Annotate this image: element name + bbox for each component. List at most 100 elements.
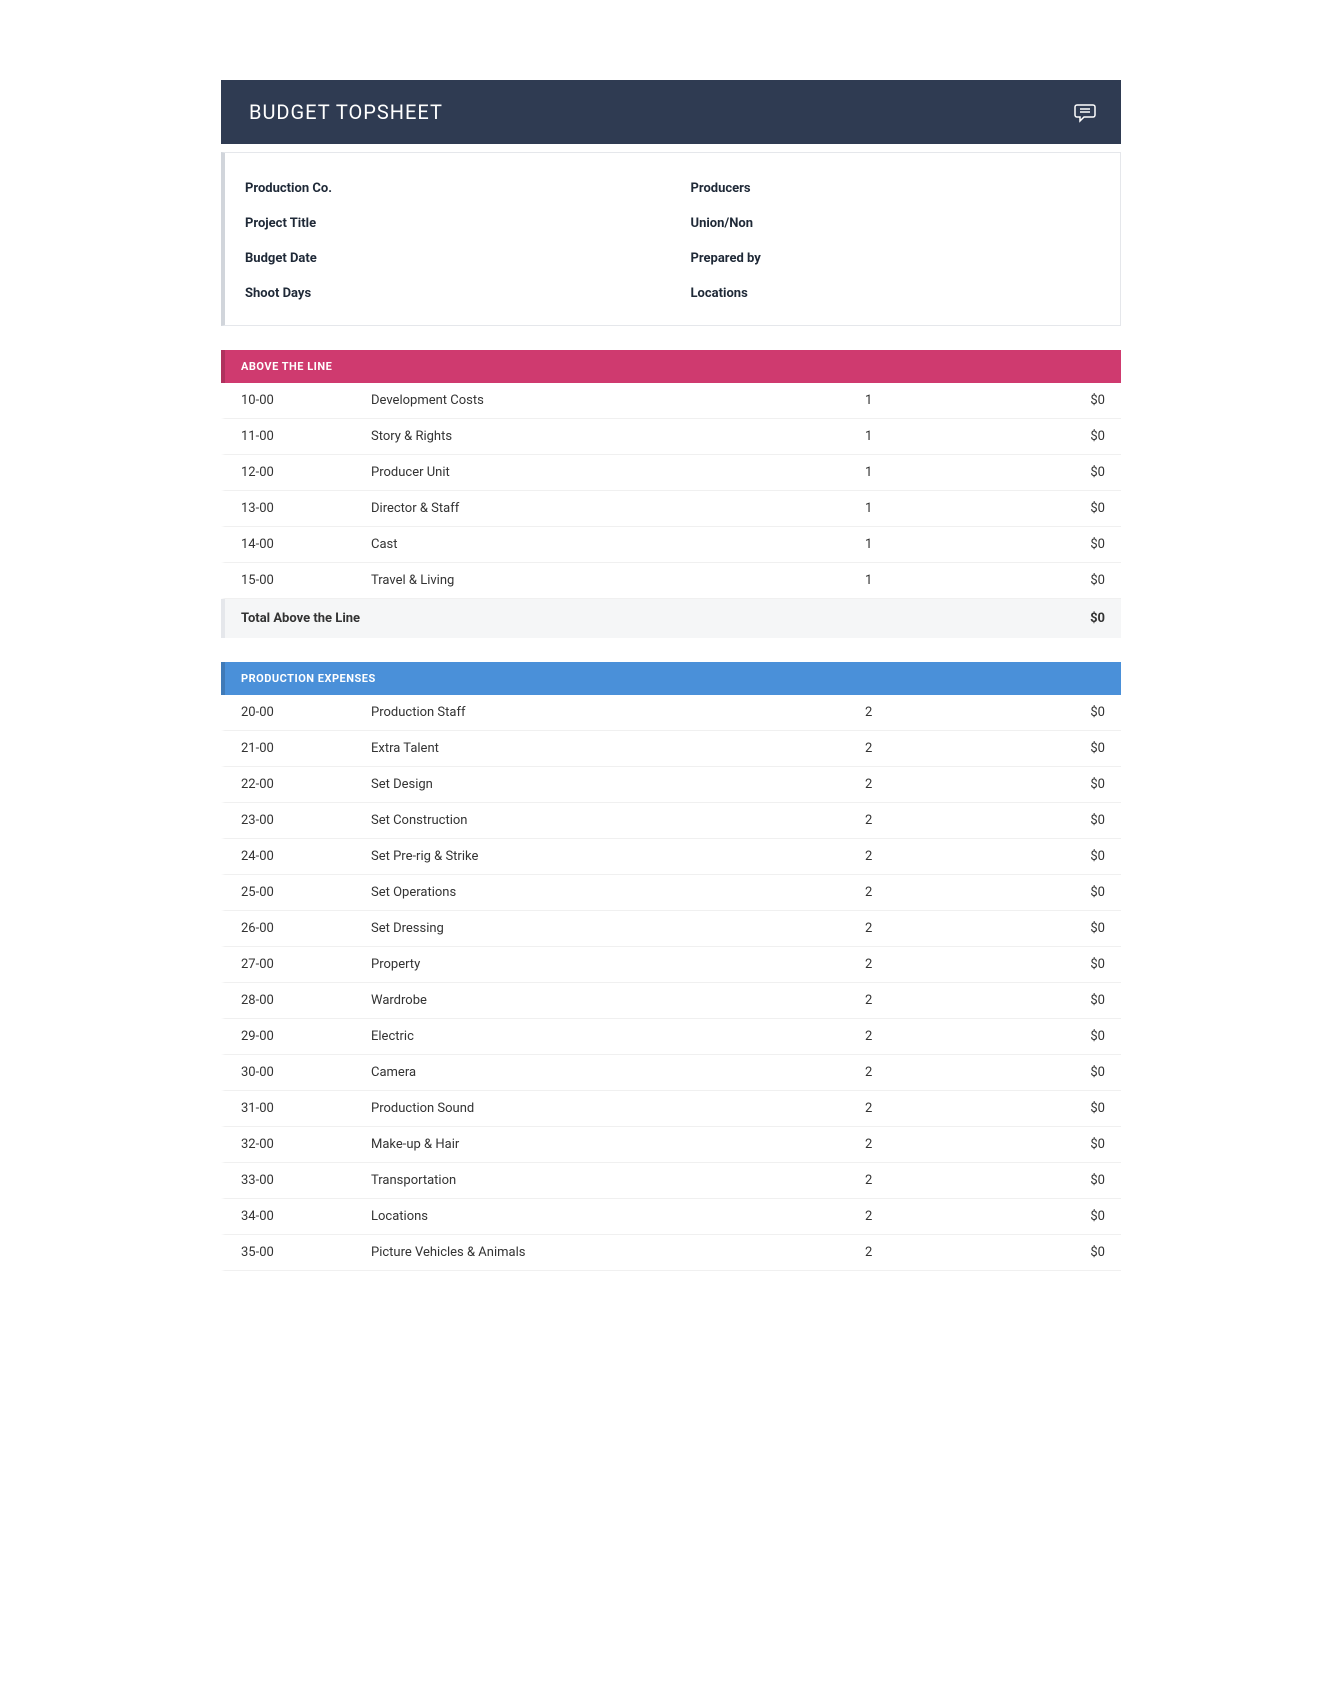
line-code: 12-00 (241, 465, 371, 480)
info-row: Union/Non (691, 204, 1097, 239)
line-code: 22-00 (241, 777, 371, 792)
line-page: 2 (865, 1101, 985, 1116)
line-page: 2 (865, 957, 985, 972)
line-page: 2 (865, 1137, 985, 1152)
line-amount: $0 (985, 537, 1105, 552)
line-item: 27-00Property2$0 (221, 947, 1121, 983)
line-description: Set Dressing (371, 921, 865, 936)
line-description: Camera (371, 1065, 865, 1080)
info-label: Prepared by (691, 251, 761, 266)
line-code: 14-00 (241, 537, 371, 552)
line-item: 26-00Set Dressing2$0 (221, 911, 1121, 947)
info-right-col: Producers Union/Non Prepared by Location… (691, 169, 1097, 309)
line-item: 31-00Production Sound2$0 (221, 1091, 1121, 1127)
line-description: Picture Vehicles & Animals (371, 1245, 865, 1260)
line-item: 24-00Set Pre-rig & Strike2$0 (221, 839, 1121, 875)
line-code: 25-00 (241, 885, 371, 900)
line-amount: $0 (985, 921, 1105, 936)
line-code: 23-00 (241, 813, 371, 828)
line-item: 15-00Travel & Living1$0 (221, 563, 1121, 599)
line-code: 33-00 (241, 1173, 371, 1188)
line-code: 35-00 (241, 1245, 371, 1260)
line-amount: $0 (985, 1137, 1105, 1152)
line-page: 1 (865, 429, 985, 444)
line-description: Electric (371, 1029, 865, 1044)
line-code: 11-00 (241, 429, 371, 444)
line-code: 30-00 (241, 1065, 371, 1080)
line-item: 12-00Producer Unit1$0 (221, 455, 1121, 491)
line-description: Locations (371, 1209, 865, 1224)
line-description: Make-up & Hair (371, 1137, 865, 1152)
line-code: 26-00 (241, 921, 371, 936)
line-amount: $0 (985, 429, 1105, 444)
info-label: Project Title (245, 216, 316, 231)
line-item: 23-00Set Construction2$0 (221, 803, 1121, 839)
line-code: 34-00 (241, 1209, 371, 1224)
line-code: 13-00 (241, 501, 371, 516)
line-item: 21-00Extra Talent2$0 (221, 731, 1121, 767)
info-row: Shoot Days (245, 274, 651, 309)
line-item: 35-00Picture Vehicles & Animals2$0 (221, 1235, 1121, 1271)
line-amount: $0 (985, 1101, 1105, 1116)
line-item: 13-00Director & Staff1$0 (221, 491, 1121, 527)
line-amount: $0 (985, 1245, 1105, 1260)
line-item: 34-00Locations2$0 (221, 1199, 1121, 1235)
line-description: Development Costs (371, 393, 865, 408)
line-page: 2 (865, 741, 985, 756)
line-code: 10-00 (241, 393, 371, 408)
line-code: 27-00 (241, 957, 371, 972)
info-label: Locations (691, 286, 748, 301)
line-item: 11-00Story & Rights1$0 (221, 419, 1121, 455)
info-row: Producers (691, 169, 1097, 204)
line-description: Property (371, 957, 865, 972)
line-description: Set Pre-rig & Strike (371, 849, 865, 864)
section-header: ABOVE THE LINE (221, 350, 1121, 383)
line-page: 2 (865, 1245, 985, 1260)
line-page: 2 (865, 993, 985, 1008)
page-title: BUDGET TOPSHEET (249, 100, 443, 124)
line-description: Story & Rights (371, 429, 865, 444)
line-code: 28-00 (241, 993, 371, 1008)
info-row: Production Co. (245, 169, 651, 204)
line-amount: $0 (985, 849, 1105, 864)
info-left-col: Production Co. Project Title Budget Date… (245, 169, 651, 309)
line-page: 2 (865, 1065, 985, 1080)
header-bar: BUDGET TOPSHEET (221, 80, 1121, 144)
line-amount: $0 (985, 1065, 1105, 1080)
line-amount: $0 (985, 1209, 1105, 1224)
line-page: 1 (865, 393, 985, 408)
line-item: 33-00Transportation2$0 (221, 1163, 1121, 1199)
line-description: Travel & Living (371, 573, 865, 588)
line-page: 2 (865, 849, 985, 864)
chat-icon (1073, 100, 1097, 124)
line-amount: $0 (985, 885, 1105, 900)
info-row: Budget Date (245, 239, 651, 274)
line-amount: $0 (985, 465, 1105, 480)
line-description: Set Design (371, 777, 865, 792)
line-item: 20-00Production Staff2$0 (221, 695, 1121, 731)
line-amount: $0 (985, 705, 1105, 720)
line-item: 32-00Make-up & Hair2$0 (221, 1127, 1121, 1163)
info-label: Budget Date (245, 251, 317, 266)
line-amount: $0 (985, 741, 1105, 756)
line-description: Production Sound (371, 1101, 865, 1116)
info-row: Locations (691, 274, 1097, 309)
line-page: 1 (865, 537, 985, 552)
line-amount: $0 (985, 957, 1105, 972)
line-code: 20-00 (241, 705, 371, 720)
line-amount: $0 (985, 993, 1105, 1008)
info-label: Production Co. (245, 181, 332, 196)
info-label: Producers (691, 181, 751, 196)
line-page: 2 (865, 921, 985, 936)
line-page: 2 (865, 813, 985, 828)
line-page: 2 (865, 1173, 985, 1188)
line-item: 29-00Electric2$0 (221, 1019, 1121, 1055)
line-amount: $0 (985, 1173, 1105, 1188)
line-amount: $0 (985, 501, 1105, 516)
line-item: 14-00Cast1$0 (221, 527, 1121, 563)
total-amount: $0 (985, 611, 1105, 626)
line-page: 2 (865, 777, 985, 792)
line-page: 1 (865, 501, 985, 516)
line-code: 32-00 (241, 1137, 371, 1152)
line-code: 31-00 (241, 1101, 371, 1116)
